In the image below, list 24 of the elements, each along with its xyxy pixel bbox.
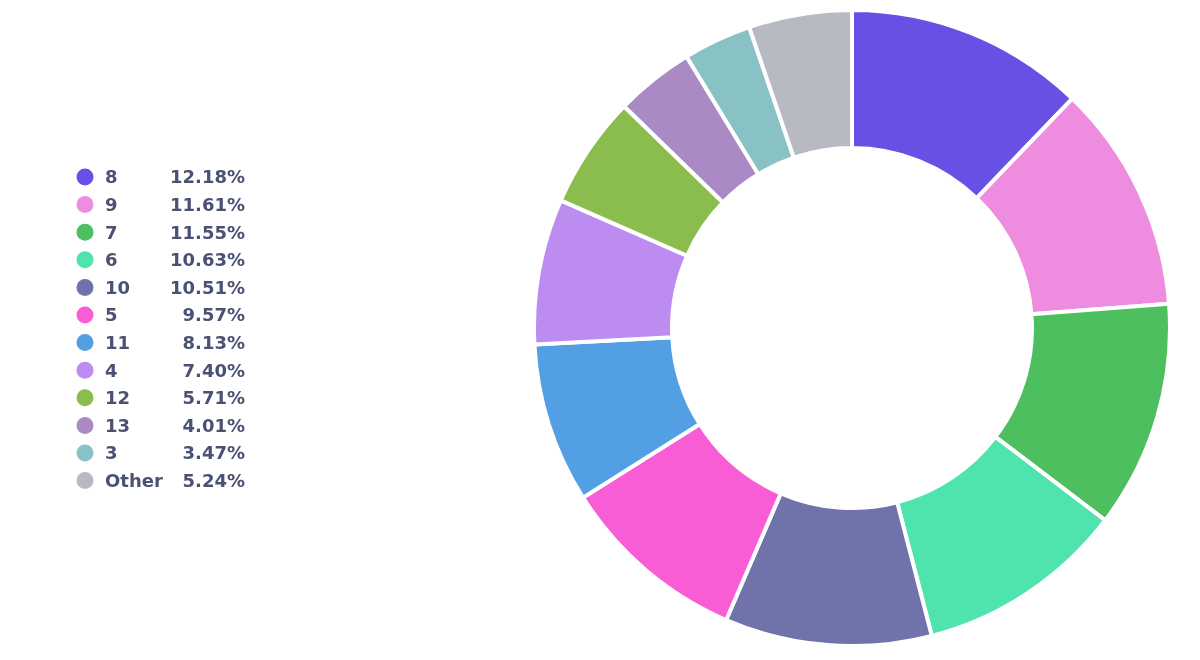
data-label: 9.57%: [182, 304, 245, 326]
legend-label: 8: [105, 166, 118, 188]
legend-label: 4: [105, 359, 118, 381]
legend-label: Other: [105, 470, 163, 492]
legend-label: 7: [105, 221, 118, 243]
data-label: 12.18%: [170, 166, 245, 188]
data-label: 7.40%: [182, 359, 245, 381]
data-label: 5.71%: [182, 387, 245, 409]
legend-label: 10: [105, 276, 131, 298]
legend-label: 9: [105, 194, 118, 216]
legend-label: 13: [105, 414, 131, 436]
data-label: 11.55%: [170, 221, 245, 243]
legend-label: 5: [105, 304, 118, 326]
data-label: 10.51%: [170, 276, 245, 298]
legend-label: 12: [105, 387, 131, 409]
legend-label: 3: [105, 442, 118, 464]
data-label: 3.47%: [182, 442, 245, 464]
data-label: 11.61%: [170, 194, 245, 216]
data-label: 4.01%: [182, 414, 245, 436]
data-label: 10.63%: [170, 249, 245, 271]
legend-label: 11: [105, 332, 131, 354]
data-label: 5.24%: [182, 470, 245, 492]
legend-label: 6: [105, 249, 118, 271]
data-label: 8.13%: [182, 332, 245, 354]
